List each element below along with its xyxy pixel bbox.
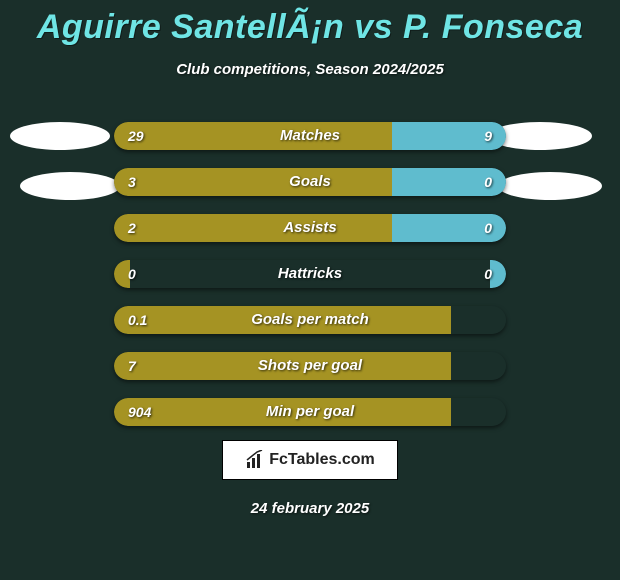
stat-rows: Matches299Goals30Assists20Hattricks00Goa… xyxy=(114,122,506,444)
stat-label: Goals per match xyxy=(114,306,506,334)
stat-row: Matches29 9 xyxy=(114,122,506,150)
stat-row: Goals per match0.1 xyxy=(114,306,506,334)
brand-text: FcTables.com xyxy=(269,451,375,469)
stat-row: Assists2 0 xyxy=(114,214,506,242)
stat-row: Min per goal904 xyxy=(114,398,506,426)
stat-label: Assists xyxy=(114,214,506,242)
stat-value-right: 0 xyxy=(484,168,492,196)
stat-value-left: 3 xyxy=(128,168,136,196)
brand-chart-icon xyxy=(245,450,265,470)
stat-value-right: 9 xyxy=(484,122,492,150)
stat-value-left: 7 xyxy=(128,352,136,380)
team-logo-placeholder xyxy=(10,122,110,150)
stat-label: Min per goal xyxy=(114,398,506,426)
stat-value-left: 0 xyxy=(128,260,136,288)
stat-row: Shots per goal7 xyxy=(114,352,506,380)
stat-label: Goals xyxy=(114,168,506,196)
stat-value-left: 904 xyxy=(128,398,151,426)
stat-value-left: 29 xyxy=(128,122,144,150)
team-logo-placeholder xyxy=(498,172,602,200)
brand-badge[interactable]: FcTables.com xyxy=(222,440,398,480)
stat-label: Hattricks xyxy=(114,260,506,288)
stat-row: Hattricks0 0 xyxy=(114,260,506,288)
subtitle: Club competitions, Season 2024/2025 xyxy=(0,61,620,78)
stat-value-left: 2 xyxy=(128,214,136,242)
stat-value-right: 0 xyxy=(484,214,492,242)
stat-label: Shots per goal xyxy=(114,352,506,380)
stat-value-left: 0.1 xyxy=(128,306,147,334)
stat-row: Goals3 0 xyxy=(114,168,506,196)
team-logo-placeholder xyxy=(20,172,120,200)
date-text: 24 february 2025 xyxy=(0,500,620,517)
page-title: Aguirre SantellÃ¡n vs P. Fonseca xyxy=(0,0,620,47)
stat-label: Matches xyxy=(114,122,506,150)
stat-value-right: 0 xyxy=(484,260,492,288)
